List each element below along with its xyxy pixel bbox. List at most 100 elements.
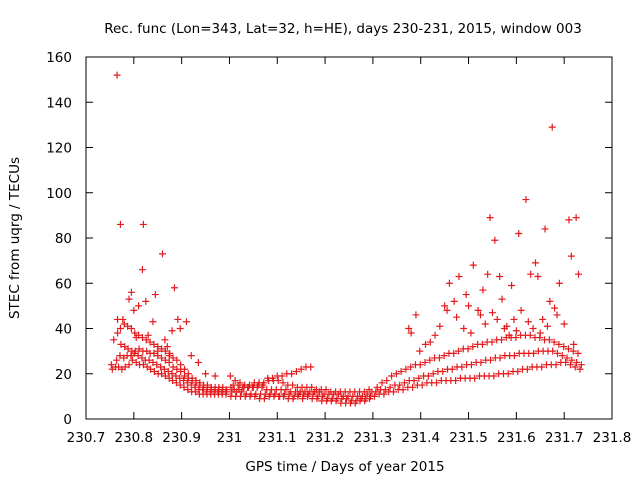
data-point bbox=[421, 358, 429, 366]
data-point bbox=[161, 356, 169, 364]
data-point bbox=[249, 383, 257, 391]
x-tick-label: 231.2 bbox=[306, 430, 345, 446]
data-point bbox=[226, 372, 234, 380]
data-point bbox=[517, 306, 525, 314]
data-point bbox=[464, 345, 472, 353]
data-point bbox=[138, 266, 146, 274]
y-tick-label: 60 bbox=[55, 276, 72, 292]
data-point bbox=[555, 340, 563, 348]
data-point bbox=[491, 236, 499, 244]
data-point bbox=[113, 356, 121, 364]
data-point bbox=[418, 381, 426, 389]
data-point bbox=[134, 352, 142, 360]
data-point bbox=[383, 377, 391, 385]
data-point bbox=[529, 325, 537, 332]
x-axis-tick-labels: 230.7 230.8 230.9 231 231.1 231.2 231.3 231.4 23… bbox=[67, 430, 632, 446]
x-tick-label: 231.4 bbox=[401, 430, 440, 446]
data-point bbox=[539, 315, 547, 323]
data-point bbox=[289, 381, 297, 389]
chart-title: Rec. func (Lon=343, Lat=32, h=HE), days … bbox=[104, 21, 582, 37]
data-point bbox=[568, 356, 576, 364]
data-point bbox=[235, 386, 243, 394]
data-point bbox=[467, 329, 475, 337]
data-point bbox=[415, 374, 423, 382]
data-point bbox=[150, 340, 158, 348]
data-point bbox=[184, 370, 192, 378]
data-point bbox=[116, 352, 124, 360]
data-point bbox=[282, 386, 290, 394]
data-point bbox=[365, 386, 373, 394]
data-point bbox=[259, 381, 267, 389]
data-point bbox=[187, 381, 195, 389]
data-point bbox=[564, 345, 572, 353]
data-point bbox=[219, 383, 227, 391]
data-point bbox=[158, 354, 166, 362]
y-axis-label: STEC from uqrg / TECUs bbox=[7, 157, 23, 319]
data-point bbox=[176, 325, 184, 332]
data-point bbox=[157, 363, 165, 371]
data-point bbox=[575, 270, 583, 278]
data-point bbox=[571, 363, 579, 371]
data-point bbox=[116, 325, 124, 332]
data-point bbox=[211, 372, 219, 380]
data-point bbox=[358, 392, 366, 400]
data-point bbox=[147, 365, 155, 373]
x-tick-label: 230.8 bbox=[114, 430, 153, 446]
data-point bbox=[161, 372, 169, 380]
data-point bbox=[161, 336, 169, 344]
data-point bbox=[460, 325, 468, 332]
data-point bbox=[146, 338, 154, 346]
data-point bbox=[164, 367, 172, 375]
data-point bbox=[121, 363, 129, 371]
data-point bbox=[477, 311, 484, 319]
data-point bbox=[182, 318, 190, 326]
data-point bbox=[180, 377, 188, 385]
data-point bbox=[424, 372, 432, 380]
data-point bbox=[172, 379, 180, 387]
x-tick-label: 230.9 bbox=[162, 430, 201, 446]
axis-ticks bbox=[85, 56, 613, 420]
data-point bbox=[412, 311, 420, 319]
data-point bbox=[426, 338, 434, 346]
data-point bbox=[496, 354, 504, 362]
data-point bbox=[392, 370, 400, 378]
data-point bbox=[522, 196, 530, 204]
data-point bbox=[546, 297, 554, 305]
data-point bbox=[176, 381, 184, 389]
y-tick-label: 20 bbox=[55, 367, 72, 383]
data-point bbox=[450, 349, 458, 357]
data-point bbox=[386, 383, 394, 391]
data-point bbox=[527, 270, 535, 278]
data-point bbox=[165, 358, 173, 366]
data-point bbox=[467, 361, 475, 369]
data-point bbox=[503, 322, 511, 330]
data-point bbox=[170, 284, 178, 292]
data-point bbox=[191, 383, 199, 391]
data-point bbox=[505, 331, 513, 339]
data-point bbox=[487, 356, 495, 364]
data-point bbox=[445, 279, 453, 287]
x-tick-label: 230.7 bbox=[67, 430, 106, 446]
data-point bbox=[396, 381, 404, 389]
data-point bbox=[380, 390, 388, 398]
data-point bbox=[549, 347, 557, 355]
data-point bbox=[274, 377, 282, 385]
data-point bbox=[172, 372, 180, 380]
data-point bbox=[128, 356, 136, 364]
y-tick-label: 0 bbox=[63, 412, 72, 428]
data-point bbox=[154, 347, 162, 355]
data-point bbox=[455, 347, 463, 355]
data-point bbox=[560, 320, 568, 328]
data-point bbox=[124, 322, 132, 330]
data-point bbox=[139, 361, 147, 369]
data-point bbox=[570, 340, 578, 348]
data-point bbox=[231, 377, 239, 385]
data-point bbox=[124, 345, 132, 353]
data-point bbox=[443, 306, 451, 314]
data-point bbox=[541, 225, 549, 233]
data-point bbox=[531, 259, 539, 267]
data-point bbox=[450, 297, 458, 305]
data-point bbox=[290, 392, 298, 400]
data-point bbox=[410, 377, 418, 385]
data-point bbox=[440, 352, 448, 360]
